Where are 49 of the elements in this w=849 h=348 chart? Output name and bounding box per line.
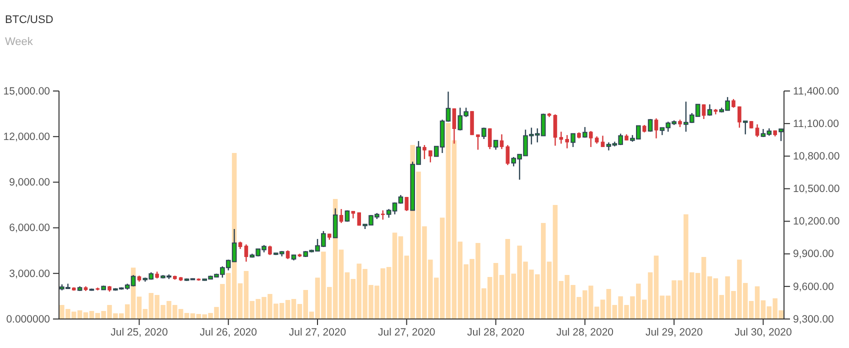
y-tick-label: 0.000000 <box>6 313 50 326</box>
candlestick <box>702 104 706 120</box>
chart-title: BTC/USD <box>5 14 54 26</box>
candlestick <box>452 108 456 144</box>
candlestick <box>707 104 712 116</box>
x-tick-label: Jul 28, 2020 <box>467 326 525 338</box>
y2-tick-label: 11,400.00 <box>793 85 840 98</box>
y2-tick-label: 10,500.00 <box>793 183 840 196</box>
chart-subtitle: Week <box>5 36 34 48</box>
y2-tick-label: 10,800.00 <box>793 150 840 163</box>
candlestick <box>553 114 558 146</box>
y-tick-label: 15,000.00 <box>3 85 50 98</box>
candlestick <box>742 120 748 135</box>
candlestick <box>738 106 742 128</box>
candlestick <box>778 128 784 142</box>
candlestick <box>755 124 760 138</box>
candlestick <box>268 245 272 256</box>
x-tick-label: Jul 28, 2020 <box>556 326 614 338</box>
candlestick <box>500 134 504 150</box>
x-tick-label: Jul 29, 2020 <box>645 326 703 338</box>
x-tick-label: Jul 25, 2020 <box>110 326 168 338</box>
candlestick <box>481 127 486 140</box>
y2-tick-label: 9,300.00 <box>793 313 834 326</box>
candlestick <box>476 134 480 150</box>
candlestick <box>332 208 338 238</box>
candlestick <box>404 196 409 212</box>
candlestick <box>588 130 593 148</box>
candlestick <box>244 244 248 262</box>
x-tick-label: Jul 26, 2020 <box>200 326 258 338</box>
candlestick <box>493 140 498 150</box>
y-tick-label: 9,000.00 <box>9 176 50 189</box>
y-tick-label: 12,000.00 <box>3 130 50 143</box>
y2-tick-label: 9,600.00 <box>793 280 834 293</box>
candlestick <box>570 133 576 148</box>
candlestick <box>648 118 653 132</box>
y-tick-label: 3,000.00 <box>9 268 50 280</box>
candlestick <box>488 128 492 150</box>
x-tick-label: Jul 30, 2020 <box>734 326 792 338</box>
candlestick <box>565 134 569 149</box>
y2-tick-label: 10,200.00 <box>793 216 840 228</box>
y2-tick-label: 11,100.00 <box>793 118 840 130</box>
candlestick <box>380 210 385 220</box>
candlestick <box>506 144 510 166</box>
candlestick <box>422 144 426 160</box>
candlestick <box>654 118 658 139</box>
x-tick-label: Jul 27, 2020 <box>288 326 346 338</box>
x-tick-label: Jul 27, 2020 <box>378 326 436 338</box>
y-tick-label: 6,000.00 <box>9 222 50 234</box>
y2-tick-label: 9,900.00 <box>793 248 834 260</box>
